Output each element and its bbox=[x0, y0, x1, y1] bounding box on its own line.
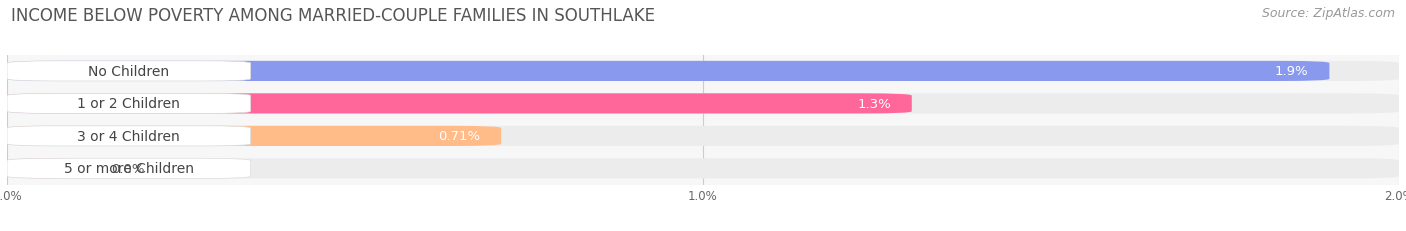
FancyBboxPatch shape bbox=[7, 126, 250, 146]
FancyBboxPatch shape bbox=[7, 94, 1399, 114]
FancyBboxPatch shape bbox=[7, 94, 912, 114]
FancyBboxPatch shape bbox=[7, 94, 250, 114]
FancyBboxPatch shape bbox=[7, 126, 501, 146]
Text: 1.9%: 1.9% bbox=[1275, 65, 1309, 78]
Text: 0.0%: 0.0% bbox=[111, 162, 145, 175]
FancyBboxPatch shape bbox=[7, 159, 90, 179]
FancyBboxPatch shape bbox=[7, 62, 1330, 82]
FancyBboxPatch shape bbox=[7, 62, 1399, 82]
Text: 5 or more Children: 5 or more Children bbox=[63, 162, 194, 176]
Text: No Children: No Children bbox=[89, 65, 169, 79]
FancyBboxPatch shape bbox=[7, 159, 250, 179]
Text: Source: ZipAtlas.com: Source: ZipAtlas.com bbox=[1261, 7, 1395, 20]
Text: INCOME BELOW POVERTY AMONG MARRIED-COUPLE FAMILIES IN SOUTHLAKE: INCOME BELOW POVERTY AMONG MARRIED-COUPL… bbox=[11, 7, 655, 25]
Text: 1.3%: 1.3% bbox=[858, 97, 891, 110]
Text: 1 or 2 Children: 1 or 2 Children bbox=[77, 97, 180, 111]
Text: 3 or 4 Children: 3 or 4 Children bbox=[77, 129, 180, 143]
Text: 0.71%: 0.71% bbox=[439, 130, 481, 143]
FancyBboxPatch shape bbox=[7, 62, 250, 82]
FancyBboxPatch shape bbox=[7, 126, 1399, 146]
FancyBboxPatch shape bbox=[7, 159, 1399, 179]
